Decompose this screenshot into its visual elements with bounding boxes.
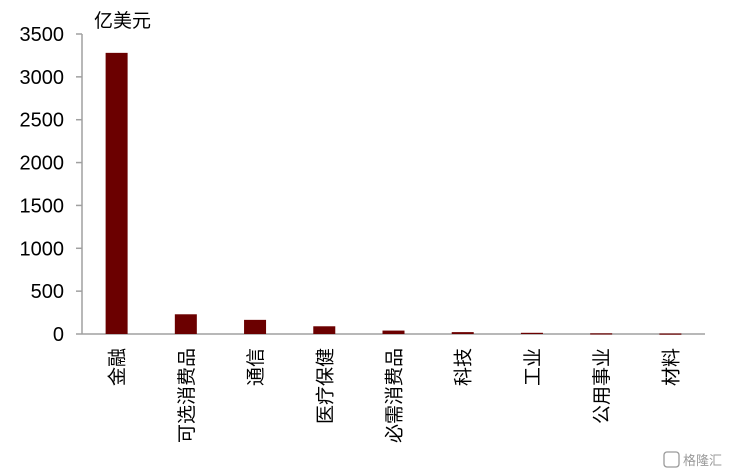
bar-6 [451, 332, 474, 334]
bar-2 [174, 314, 197, 334]
y-tick-label: 0 [53, 324, 64, 346]
bar-7 [520, 332, 543, 334]
y-tick-label: 3500 [20, 24, 65, 46]
watermark-logo-icon [663, 451, 680, 468]
y-tick-label: 3000 [20, 67, 65, 89]
x-tick-label: 科技 [453, 348, 475, 386]
y-tick-label: 1000 [20, 238, 65, 260]
x-tick-label: 通信 [245, 348, 267, 386]
watermark-text: 格隆汇 [683, 453, 722, 469]
x-tick-label: 金融 [107, 348, 129, 386]
y-tick-label: 2000 [20, 153, 65, 175]
bar-5 [382, 330, 405, 334]
y-tick-label: 500 [31, 281, 64, 303]
bar-3 [244, 319, 267, 334]
x-tick-label: 医疗保健 [314, 348, 336, 424]
y-tick-label: 2500 [20, 110, 65, 132]
x-tick-label: 材料 [660, 348, 682, 386]
x-tick-label: 可选消费品 [176, 348, 198, 443]
bar-8 [590, 333, 613, 335]
y-tick-label: 1500 [20, 195, 65, 217]
bar-9 [659, 333, 682, 335]
x-tick-label: 公用事业 [591, 348, 613, 424]
x-axis-labels: 金融 可选消费品 通信 医疗保健 必需消费品 科技 工业 公用事业 材料 [107, 348, 683, 443]
y-axis-ticks: 0 500 1000 1500 2000 2500 3000 3500 [20, 24, 82, 346]
x-tick-label: 必需消费品 [384, 348, 406, 443]
y-axis-unit-label: 亿美元 [94, 10, 151, 32]
x-tick-label: 工业 [522, 348, 544, 386]
watermark: 格隆汇 [663, 451, 722, 469]
bar-1 [105, 52, 128, 334]
bars-group [105, 52, 682, 335]
bar-4 [313, 326, 336, 334]
